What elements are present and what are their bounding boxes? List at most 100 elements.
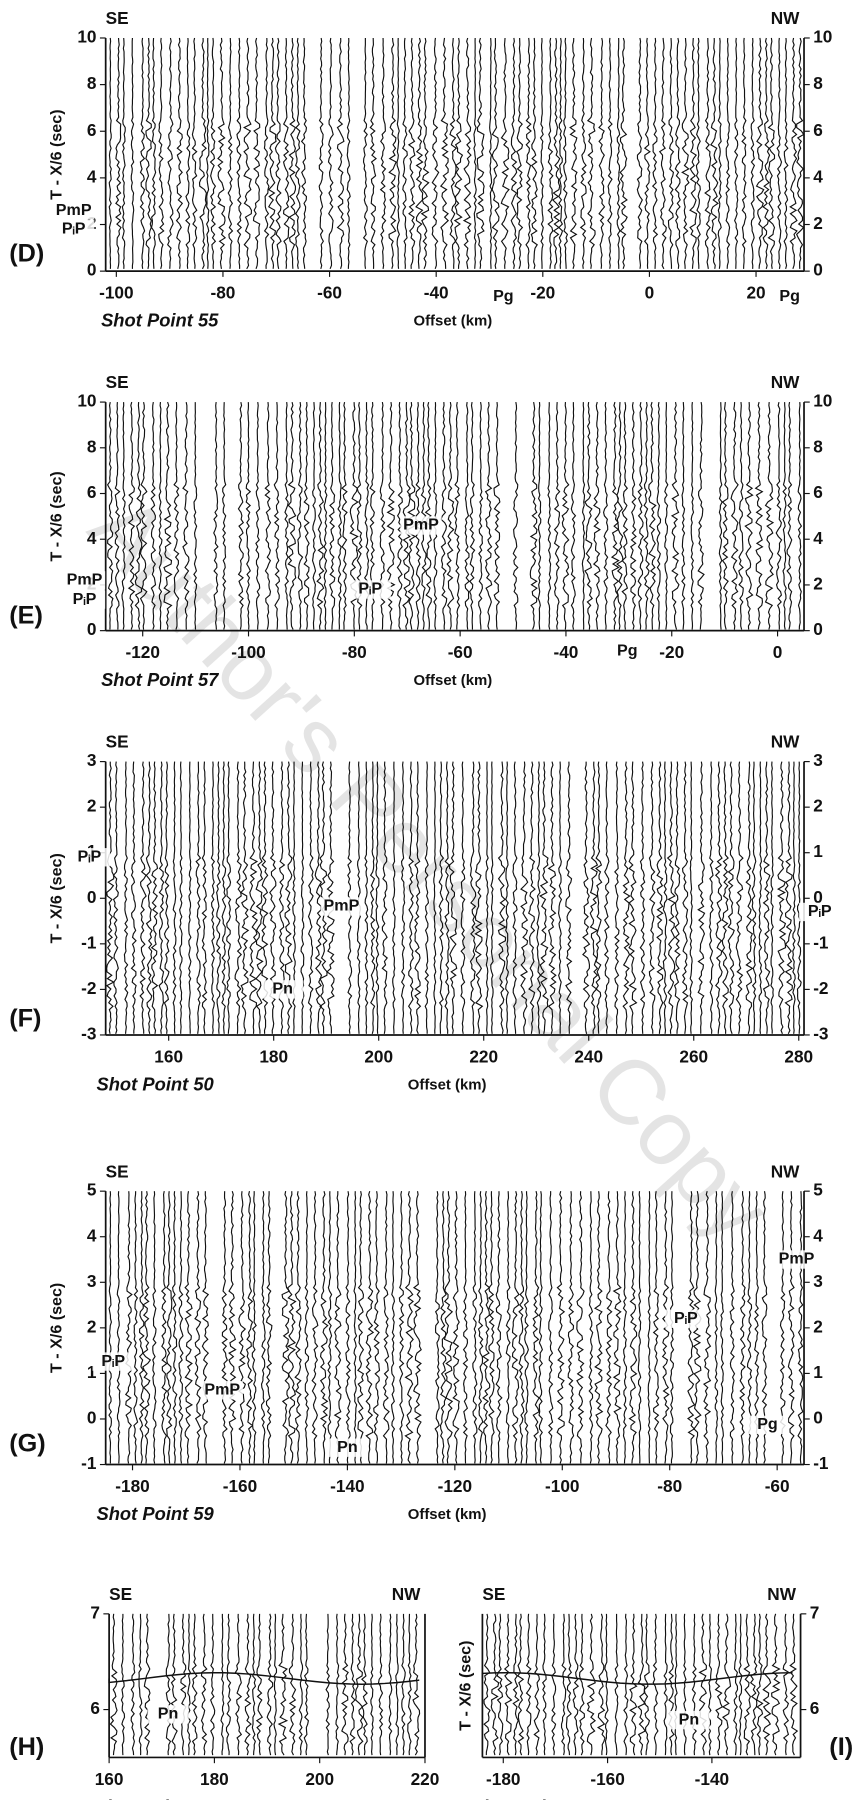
- trace: [195, 1191, 201, 1463]
- trace: [256, 762, 263, 1034]
- trace: [751, 1614, 757, 1755]
- trace: [326, 1614, 329, 1755]
- trace: [366, 1191, 373, 1463]
- y-tick-label: 6: [813, 120, 823, 140]
- annotation: PᵢP: [808, 902, 832, 920]
- annotation: PmP: [56, 201, 92, 219]
- trace: [239, 1191, 246, 1463]
- trace: [649, 762, 654, 1034]
- trace: [237, 38, 241, 269]
- trace: [798, 402, 801, 629]
- trace: [496, 1191, 502, 1463]
- trace: [328, 38, 333, 269]
- x-tick-label: 180: [259, 1046, 288, 1066]
- trace: [189, 762, 191, 1034]
- trace: [708, 1614, 711, 1755]
- trace: [171, 1614, 177, 1755]
- trace: [722, 762, 728, 1034]
- trace: [463, 1191, 467, 1463]
- trace: [644, 402, 649, 629]
- trace: [797, 762, 801, 1034]
- y-tick-label: 3: [813, 750, 823, 770]
- y-tick-label: -3: [81, 1024, 96, 1044]
- trace: [140, 1191, 144, 1463]
- y-tick-label: 4: [813, 166, 823, 186]
- right-label: NW: [767, 1584, 796, 1604]
- x-tick-label: 220: [411, 1769, 440, 1789]
- y-tick-label: 5: [813, 1180, 823, 1200]
- trace: [317, 402, 324, 629]
- y-tick-label: -1: [81, 932, 97, 952]
- x-tick-label: -60: [317, 283, 342, 303]
- trace: [630, 1191, 637, 1463]
- y-tick-label: 1: [813, 841, 823, 861]
- trace: [132, 762, 137, 1034]
- trace: [250, 762, 257, 1034]
- trace: [663, 762, 667, 1034]
- trace: [196, 762, 200, 1034]
- trace: [202, 1191, 208, 1463]
- trace: [185, 1191, 192, 1463]
- trace: [675, 1614, 677, 1755]
- trace: [751, 38, 754, 269]
- trace: [235, 1614, 241, 1755]
- trace: [477, 38, 484, 269]
- annotation: PᵢP: [674, 1309, 698, 1327]
- trace: [494, 402, 500, 629]
- trace: [739, 1614, 742, 1755]
- annotation: Pn: [272, 980, 293, 998]
- trace: [605, 1614, 608, 1755]
- trace: [389, 38, 396, 269]
- trace: [347, 38, 350, 269]
- y-axis-label: T - X/6 (sec): [48, 1283, 66, 1373]
- x-tick-label: -80: [657, 1476, 682, 1496]
- trace: [117, 1191, 120, 1463]
- trace: [416, 38, 423, 269]
- trace: [337, 38, 343, 269]
- trace: [392, 1191, 395, 1463]
- trace: [692, 1614, 696, 1755]
- left-label: SE: [482, 1584, 505, 1604]
- trace: [109, 1191, 111, 1463]
- trace: [139, 1614, 142, 1755]
- trace: [336, 1614, 339, 1755]
- trace: [595, 1191, 602, 1463]
- annotation: Pg: [779, 287, 800, 305]
- trace: [668, 38, 673, 269]
- y-tick-label: 8: [813, 436, 823, 456]
- annotation: PmP: [324, 897, 360, 915]
- trace: [606, 1191, 612, 1463]
- annotation: Pn: [679, 1710, 700, 1728]
- trace: [256, 402, 260, 629]
- x-tick-label: 260: [679, 1046, 708, 1066]
- trace: [131, 38, 133, 269]
- trace: [122, 38, 125, 269]
- trace: [736, 762, 743, 1034]
- trace: [445, 1191, 453, 1463]
- trace: [389, 1614, 392, 1755]
- trace: [787, 402, 792, 629]
- y-tick-label: 0: [813, 619, 823, 639]
- y-tick-label: 10: [77, 391, 96, 411]
- y-tick-label: 3: [87, 1271, 97, 1291]
- x-tick-label: -140: [695, 1769, 729, 1789]
- trace: [728, 762, 734, 1034]
- x-tick-label: -160: [590, 1769, 624, 1789]
- trace: [698, 762, 704, 1034]
- trace: [282, 1191, 289, 1463]
- panel-label: (G): [9, 1430, 45, 1458]
- trace: [562, 402, 568, 629]
- trace: [519, 1191, 524, 1463]
- trace: [617, 402, 623, 629]
- trace: [777, 38, 781, 269]
- trace: [414, 1191, 421, 1463]
- trace: [594, 402, 600, 629]
- trace: [474, 38, 476, 269]
- trace: [252, 1191, 256, 1463]
- left-label: SE: [109, 1584, 132, 1604]
- annotation: Pn: [337, 1438, 358, 1456]
- annotation: PmP: [779, 1250, 815, 1268]
- trace: [771, 762, 773, 1034]
- trace: [723, 402, 729, 629]
- trace: [517, 38, 523, 269]
